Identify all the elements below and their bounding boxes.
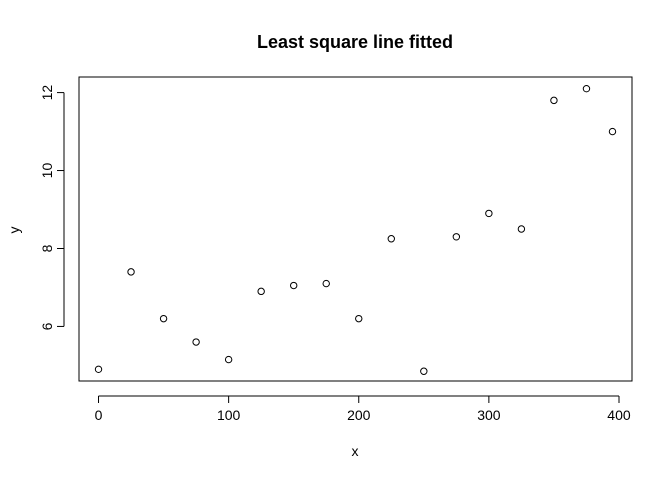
x-tick-label: 0 — [95, 407, 103, 423]
y-axis: 6 8 10 12 — [39, 85, 65, 330]
data-point — [608, 127, 617, 136]
data-point — [355, 314, 363, 323]
data-points — [94, 84, 617, 375]
data-point — [517, 225, 526, 233]
data-point — [127, 268, 135, 276]
data-point — [257, 287, 265, 296]
x-tick-label: 400 — [607, 407, 631, 423]
plot-frame — [78, 76, 633, 382]
x-axis: 0 100 200 300 400 — [95, 395, 631, 423]
data-point — [289, 281, 298, 290]
data-point — [192, 338, 200, 346]
y-tick-label: 6 — [39, 322, 55, 330]
x-tick-label: 200 — [347, 407, 371, 423]
data-point — [452, 233, 461, 241]
data-point — [582, 84, 591, 93]
data-point — [159, 314, 168, 323]
chart-title: Least square line fitted — [257, 32, 453, 52]
data-point — [387, 235, 395, 243]
data-point — [94, 365, 103, 374]
y-tick-label: 10 — [39, 163, 55, 179]
data-point — [420, 367, 428, 375]
x-axis-label: x — [352, 443, 359, 459]
y-axis-label: y — [6, 227, 22, 234]
x-tick-label: 100 — [217, 407, 241, 423]
data-point — [550, 96, 558, 105]
y-tick-label: 8 — [39, 244, 55, 252]
data-point — [224, 355, 233, 364]
data-point — [485, 209, 493, 218]
x-tick-label: 300 — [477, 407, 501, 423]
data-point — [322, 279, 330, 288]
y-tick-label: 12 — [39, 85, 55, 101]
